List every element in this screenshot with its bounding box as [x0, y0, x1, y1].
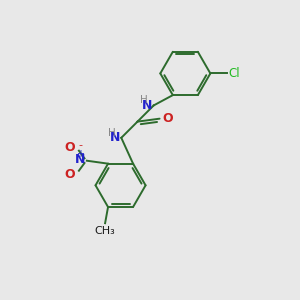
Text: H: H: [140, 95, 148, 105]
Text: H: H: [108, 128, 116, 137]
Text: O: O: [163, 112, 173, 125]
Text: O: O: [65, 141, 75, 154]
Text: Cl: Cl: [228, 67, 240, 80]
Text: +: +: [76, 149, 84, 159]
Text: N: N: [75, 153, 86, 166]
Text: O: O: [65, 168, 75, 181]
Text: CH₃: CH₃: [95, 226, 116, 236]
Text: N: N: [142, 99, 152, 112]
Text: -: -: [79, 140, 83, 150]
Text: N: N: [110, 131, 120, 144]
